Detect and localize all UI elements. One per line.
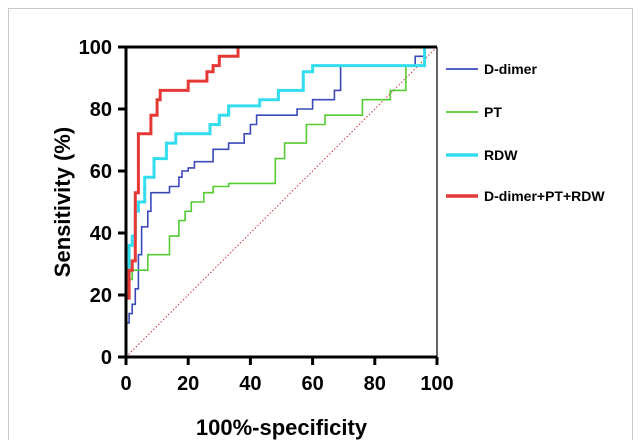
- series-line-pt: [125, 46, 437, 357]
- x-tick-label: 0: [120, 373, 131, 395]
- x-tick-label: 40: [239, 373, 261, 395]
- y-tick-label: 40: [90, 223, 112, 245]
- x-tick-label: 80: [364, 373, 386, 395]
- legend-label: D-dimer: [484, 61, 537, 77]
- legend-label: PT: [484, 104, 502, 120]
- x-axis-title: 100%-specificity: [196, 415, 368, 440]
- legend: D-dimer PT RDW D-dimer+PT+RDW: [446, 61, 605, 204]
- series-layer: [124, 45, 437, 357]
- y-tick-label: 20: [90, 285, 112, 307]
- y-tick-label: 100: [79, 37, 112, 59]
- legend-label: D-dimer+PT+RDW: [484, 188, 605, 204]
- ticks-layer: 0 20 40 60 80 100 0 20 40 60 80 100: [79, 37, 454, 395]
- y-axis-title: Sensitivity (%): [50, 127, 75, 277]
- x-tick-label: 100: [420, 373, 453, 395]
- x-tick-label: 60: [301, 373, 323, 395]
- y-tick-label: 80: [90, 99, 112, 121]
- series-line-d-dimer: [125, 46, 437, 357]
- y-tick-label: 0: [101, 347, 112, 369]
- axes-layer: [118, 45, 439, 365]
- x-tick-label: 20: [177, 373, 199, 395]
- figure-frame: [8, 8, 633, 440]
- legend-label: RDW: [484, 147, 518, 163]
- y-tick-label: 60: [90, 161, 112, 183]
- series-line-d-dimer-pt-rdw: [124, 45, 437, 357]
